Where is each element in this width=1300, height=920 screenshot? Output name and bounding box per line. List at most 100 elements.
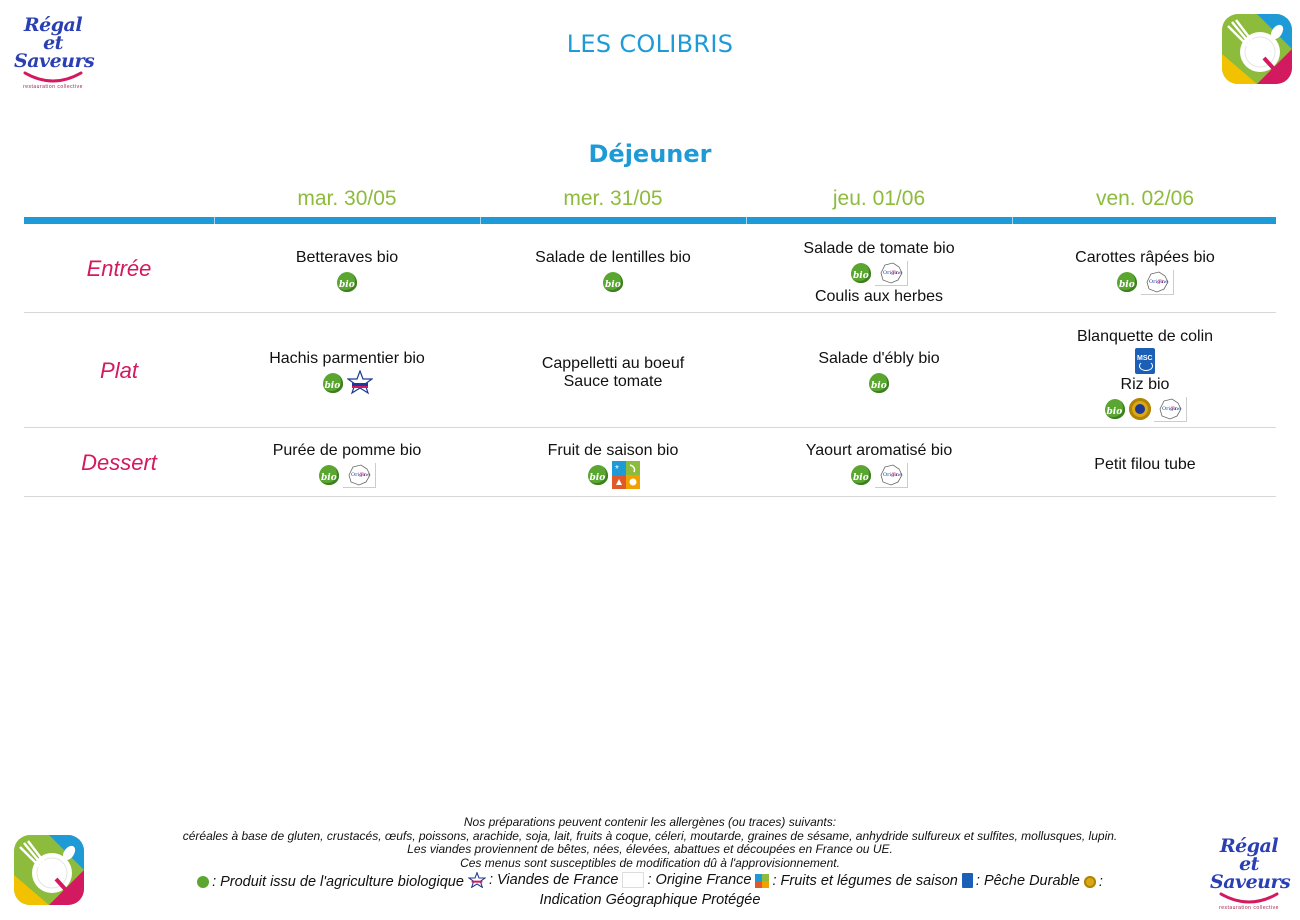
viandes-de-france-icon (345, 369, 374, 396)
brand-name-line2: Saveurs (1210, 871, 1291, 893)
dish-name: Yaourt aromatisé bio (805, 442, 953, 459)
origine-france-icon: Origine Fr (875, 462, 908, 488)
bio-icon (868, 371, 890, 395)
dish-name: Purée de pomme bio (272, 442, 422, 459)
legend-bio: : Produit issu de l'agriculture biologiq… (212, 874, 464, 890)
dish-name: Cappelletti au boeuf (541, 355, 685, 372)
dish-name: Sauce tomate (563, 373, 663, 390)
meal-title: Déjeuner (588, 140, 712, 168)
msc-peche-durable-icon (1135, 348, 1155, 374)
dish-name: Salade de lentilles bio (535, 249, 691, 266)
legend-saison: : Fruits et légumes de saison (772, 873, 958, 889)
svg-text:Fr: Fr (892, 472, 898, 478)
brand-tagline: restauration collective (1219, 905, 1279, 911)
svg-text:Origine: Origine (1162, 406, 1181, 412)
dish-name: Fruit de saison bio (547, 442, 679, 459)
bio-icon (1104, 397, 1126, 421)
dish-name: Salade d'ébly bio (818, 350, 940, 367)
label-legend: : Produit issu de l'agriculture biologiq… (130, 871, 1170, 908)
svg-text:Origine: Origine (883, 472, 902, 478)
svg-text:Fr: Fr (1158, 279, 1164, 285)
menu-cell: Betteraves bio (214, 249, 480, 297)
footer-notes: Nos préparations peuvent contenir les al… (130, 815, 1170, 908)
dish-name: Betteraves bio (295, 249, 399, 266)
igp-icon (1128, 398, 1151, 420)
viandes-de-france-icon (467, 871, 487, 889)
brand-name-line2: Saveurs (14, 50, 95, 72)
dish-name: Carottes râpées bio (1075, 249, 1215, 266)
legend-origine: : Origine France (647, 872, 752, 888)
bio-icon (1116, 270, 1138, 294)
svg-text:Origine: Origine (883, 270, 902, 276)
menu-cell: Salade d'ébly bio (746, 350, 1012, 398)
row-divider (24, 496, 1276, 497)
bio-icon (850, 261, 872, 285)
day-header: jeu. 01/06 (832, 187, 926, 210)
svg-text:*: * (615, 464, 619, 475)
dish-name: Blanquette de colin (1076, 328, 1214, 345)
dish-name: Salade de tomate bio (803, 240, 955, 257)
row-divider (24, 312, 1276, 313)
day-header: ven. 02/06 (1095, 187, 1195, 210)
msc-peche-durable-icon (961, 873, 973, 888)
origine-france-icon (622, 872, 645, 888)
course-label-plat: Plat (100, 358, 138, 383)
fruits-legumes-saison-icon: * (611, 461, 640, 489)
bio-icon (318, 463, 340, 487)
svg-text:Origine: Origine (1149, 279, 1168, 285)
dish-name: Hachis parmentier bio (269, 350, 425, 367)
dish-name: Coulis aux herbes (814, 288, 944, 305)
plate-logo-bottom-left (14, 835, 84, 905)
bio-icon (322, 371, 344, 395)
page-title: LES COLIBRIS (566, 30, 734, 58)
igp-icon (1083, 876, 1096, 888)
svg-text:Fr: Fr (360, 472, 366, 478)
dish-name: Petit filou tube (1094, 456, 1196, 473)
meat-origin-note: Les viandes proviennent de bêtes, nées, … (407, 842, 893, 856)
menu-cell: Hachis parmentier bio (214, 350, 480, 398)
brand-logo-bottom-right: Régal et Saveurs restauration collective (1210, 835, 1291, 912)
menu-cell: Cappelletti au boeuf Sauce tomate (480, 355, 746, 391)
svg-text:Fr: Fr (892, 270, 898, 276)
legend-igp-colon: : (1098, 874, 1103, 890)
plate-icon (1222, 14, 1292, 84)
bio-icon (197, 876, 210, 888)
plate-icon (14, 835, 84, 905)
day-header: mar. 30/05 (297, 187, 397, 210)
fruits-legumes-saison-icon (755, 874, 770, 888)
legend-viandes: : Viandes de France (488, 872, 619, 888)
origine-france-icon: Origine Fr (1141, 269, 1174, 295)
origine-france-icon: Origine Fr (875, 260, 908, 286)
allergen-intro: Nos préparations peuvent contenir les al… (463, 815, 837, 829)
brand-logo-top-left: Régal et Saveurs restauration collective (14, 14, 95, 91)
course-label-dessert: Dessert (81, 450, 157, 475)
bio-icon (336, 270, 358, 294)
svg-text:Origine: Origine (351, 472, 370, 478)
origine-france-icon: Origine Fr (343, 462, 376, 488)
brand-name-line1: Régal et (23, 14, 83, 54)
menu-cell: Petit filou tube (1012, 456, 1278, 474)
course-label-entree: Entrée (86, 256, 152, 281)
origine-france-icon: Origine Fr (1153, 396, 1187, 422)
row-divider (24, 427, 1276, 428)
menu-cell: Fruit de saison bio * (480, 442, 746, 490)
smile-icon (23, 71, 83, 83)
bio-icon (602, 270, 624, 294)
bio-icon (587, 463, 609, 487)
svg-text:Fr: Fr (1171, 406, 1177, 412)
brand-tagline: restauration collective (23, 84, 83, 90)
brand-name-line1: Régal et (1219, 835, 1279, 875)
day-header: mer. 31/05 (563, 187, 663, 210)
menu-cell: Salade de lentilles bio (480, 249, 746, 297)
legend-peche: : Pêche Durable (975, 872, 1080, 889)
menu-change-note: Ces menus sont susceptibles de modificat… (460, 855, 840, 870)
legend-igp: Indication Géographique Protégée (539, 892, 761, 908)
header-divider (24, 217, 1276, 224)
allergen-list: céréales à base de gluten, crustacés, œu… (182, 828, 1118, 843)
dish-name: Riz bio (1120, 376, 1170, 393)
